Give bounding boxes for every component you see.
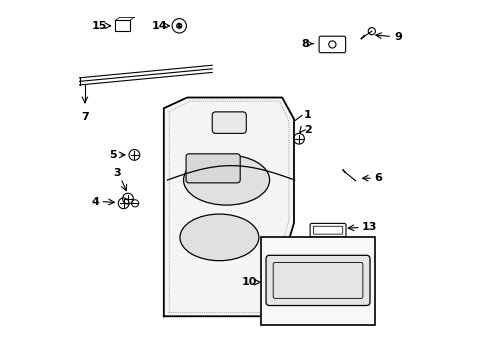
Text: 7: 7: [81, 112, 89, 122]
Text: 1: 1: [303, 111, 311, 121]
Text: 12: 12: [317, 298, 333, 308]
FancyBboxPatch shape: [265, 255, 369, 306]
Bar: [260, 237, 375, 325]
Text: 3: 3: [113, 168, 121, 178]
Bar: [115, 21, 129, 31]
Text: 14: 14: [151, 21, 166, 31]
Text: 15: 15: [92, 21, 107, 31]
Text: 9: 9: [394, 32, 402, 41]
FancyBboxPatch shape: [185, 154, 240, 183]
Text: 4: 4: [91, 197, 99, 207]
Ellipse shape: [180, 214, 258, 261]
Text: 6: 6: [373, 173, 382, 183]
Text: 10: 10: [241, 277, 257, 287]
Polygon shape: [163, 98, 293, 316]
Text: 8: 8: [301, 39, 308, 49]
Text: 11: 11: [317, 277, 333, 287]
Ellipse shape: [183, 155, 269, 205]
Text: 2: 2: [303, 125, 311, 135]
Text: 5: 5: [109, 150, 117, 160]
FancyBboxPatch shape: [212, 112, 246, 134]
Text: 13: 13: [362, 222, 377, 232]
